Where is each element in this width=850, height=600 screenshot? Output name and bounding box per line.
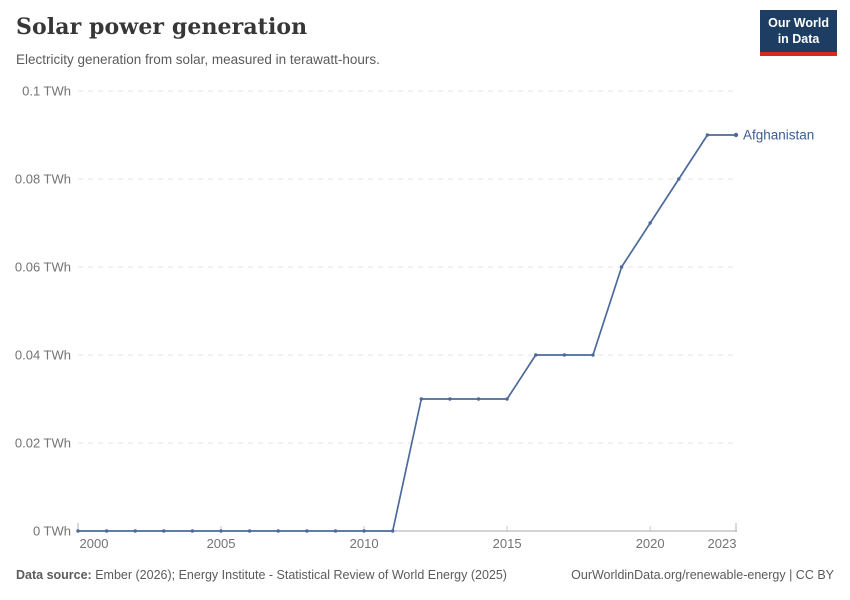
data-point[interactable] xyxy=(333,529,338,533)
data-point[interactable] xyxy=(133,529,137,533)
data-source-text: Ember (2026); Energy Institute - Statist… xyxy=(91,568,507,582)
data-point[interactable] xyxy=(190,529,195,533)
data-point[interactable] xyxy=(505,397,509,401)
data-source-note: Data source: Ember (2026); Energy Instit… xyxy=(16,568,507,582)
chart-subtitle: Electricity generation from solar, measu… xyxy=(16,52,380,67)
data-point[interactable] xyxy=(534,353,538,357)
owid-logo-line1: Our World xyxy=(768,16,829,30)
data-point[interactable] xyxy=(448,397,452,401)
x-axis-tick-label: 2005 xyxy=(207,536,236,551)
x-axis-tick-label: 2020 xyxy=(636,536,665,551)
series-end-label[interactable]: Afghanistan xyxy=(743,128,814,143)
data-point[interactable] xyxy=(562,353,567,357)
data-point[interactable] xyxy=(390,529,395,533)
chart-footer: Data source: Ember (2026); Energy Instit… xyxy=(16,568,834,582)
x-axis-tick-label: 2010 xyxy=(350,536,379,551)
y-axis-tick-label: 0 TWh xyxy=(33,524,71,539)
data-point[interactable] xyxy=(76,529,80,533)
y-axis-tick-label: 0.02 TWh xyxy=(15,436,71,451)
data-point[interactable] xyxy=(162,529,166,533)
data-point[interactable] xyxy=(419,397,424,401)
data-point[interactable] xyxy=(733,132,739,138)
data-point[interactable] xyxy=(219,529,223,533)
data-point[interactable] xyxy=(705,133,710,137)
data-point[interactable] xyxy=(591,353,595,357)
x-axis-tick-label: 2015 xyxy=(493,536,522,551)
y-axis-tick-label: 0.06 TWh xyxy=(15,260,71,275)
data-source-label: Data source: xyxy=(16,568,92,582)
data-point[interactable] xyxy=(104,529,109,533)
owid-logo[interactable]: Our World in Data xyxy=(760,10,837,56)
y-axis-tick-label: 0.04 TWh xyxy=(15,348,71,363)
owid-logo-line2: in Data xyxy=(777,32,820,47)
series-line xyxy=(78,134,736,532)
x-axis-tick-label: 2023 xyxy=(708,536,737,551)
page-title: Solar power generation xyxy=(16,14,308,40)
data-point[interactable] xyxy=(362,529,366,533)
owid-url-link[interactable]: OurWorldinData.org/renewable-energy | CC… xyxy=(571,568,834,582)
data-point[interactable] xyxy=(648,221,652,225)
y-axis-tick-label: 0.1 TWh xyxy=(22,84,71,99)
data-point[interactable] xyxy=(677,177,681,181)
data-point[interactable] xyxy=(476,397,481,401)
x-axis-tick-label: 2000 xyxy=(80,536,109,551)
data-point[interactable] xyxy=(247,529,252,533)
data-point[interactable] xyxy=(305,529,309,533)
data-point[interactable] xyxy=(619,265,624,269)
y-axis-tick-label: 0.08 TWh xyxy=(15,172,71,187)
data-point[interactable] xyxy=(276,529,280,533)
